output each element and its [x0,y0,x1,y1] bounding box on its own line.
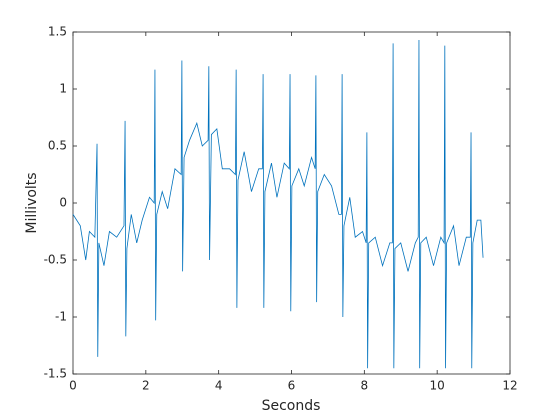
y-axis-label: Millivolts [24,172,40,233]
x-tick-label: 2 [142,379,150,393]
x-tick-label: 4 [215,379,223,393]
y-tick-label: -1 [55,310,67,324]
y-tick-label: 0.5 [48,139,67,153]
x-tick-label: 6 [288,379,296,393]
x-axis-label: Seconds [262,398,321,414]
y-tick-label: -1.5 [44,367,67,381]
x-tick-label: 10 [430,379,445,393]
y-tick-label: 1 [59,82,67,96]
x-tick-label: 12 [502,379,517,393]
y-tick-label: 1.5 [48,25,67,39]
y-tick-label: 0 [59,196,67,210]
x-tick-label: 0 [69,379,77,393]
signal-line [72,39,484,369]
y-tick-label: -0.5 [44,253,67,267]
x-tick-label: 8 [361,379,369,393]
